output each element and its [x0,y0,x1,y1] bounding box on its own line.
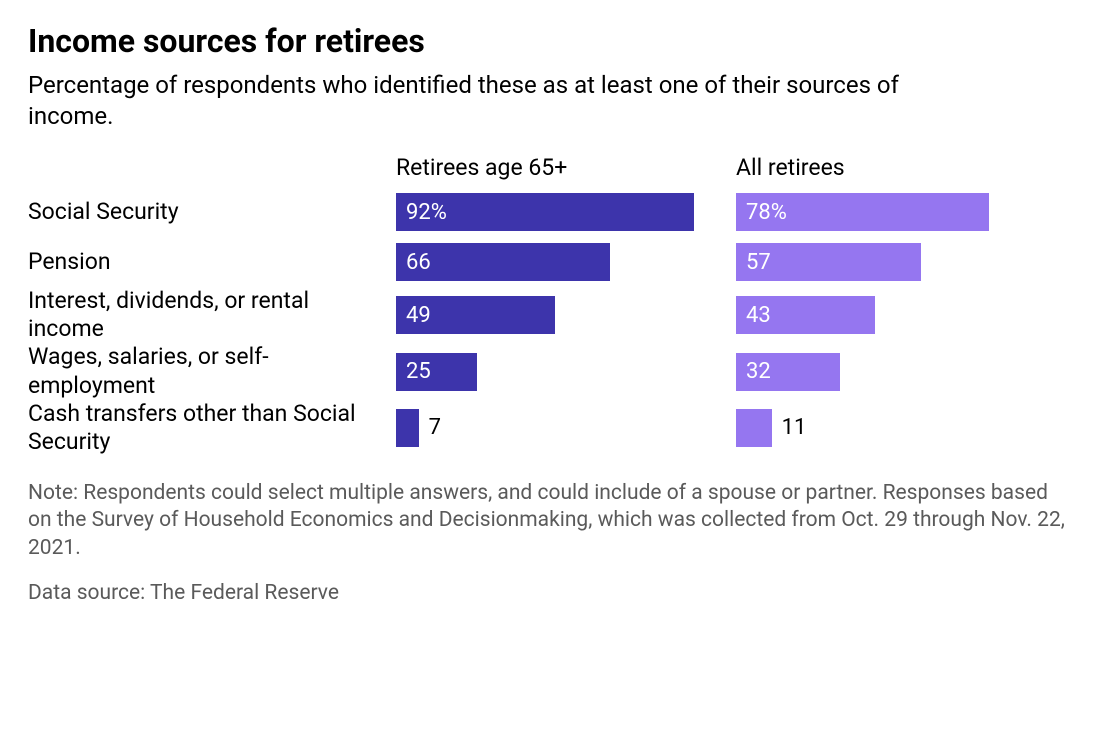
column-header: All retirees [728,154,1068,187]
bar-cell: 57 [728,237,1068,287]
bar-value: 32 [746,359,771,384]
bar-cell: 49 [388,287,728,343]
chart-title: Income sources for retirees [28,22,1092,60]
chart-note: Note: Respondents could select multiple … [28,480,1068,563]
bar-cell: 43 [728,287,1068,343]
bar-value: 7 [419,415,441,440]
bar: 49 [396,296,555,334]
chart-source: Data source: The Federal Reserve [28,581,1092,605]
bar-value: 49 [406,303,431,328]
row-label: Cash transfers other than Social Securit… [28,400,388,456]
bar-cell: 66 [388,237,728,287]
bar: 43 [736,296,875,334]
bar [736,409,772,447]
bar: 32 [736,353,840,391]
bar-cell: 25 [388,343,728,399]
bar-value: 92% [406,200,447,225]
bar: 92% [396,193,694,231]
bar-value: 57 [746,250,771,275]
bar-value: 66 [406,250,431,275]
bar-cell: 92% [388,187,728,237]
chart-subtitle: Percentage of respondents who identified… [28,70,968,132]
row-label: Wages, salaries, or self-employment [28,343,388,399]
bar-value: 11 [772,415,807,440]
bar: 66 [396,243,610,281]
bar-cell: 78% [728,187,1068,237]
bar-cell: 7 [388,400,728,456]
row-label: Interest, dividends, or rental income [28,287,388,343]
bar-cell: 32 [728,343,1068,399]
bar-value: 78% [746,200,787,225]
bar: 25 [396,353,477,391]
bar-value: 25 [406,359,431,384]
row-label: Pension [28,237,388,287]
row-label: Social Security [28,187,388,237]
bar: 57 [736,243,921,281]
bar-chart: Retirees age 65+All retirees Social Secur… [28,154,1092,455]
column-header: Retirees age 65+ [388,154,728,187]
bar-cell: 11 [728,400,1068,456]
bar-value: 43 [746,303,771,328]
bar [396,409,419,447]
bar: 78% [736,193,989,231]
